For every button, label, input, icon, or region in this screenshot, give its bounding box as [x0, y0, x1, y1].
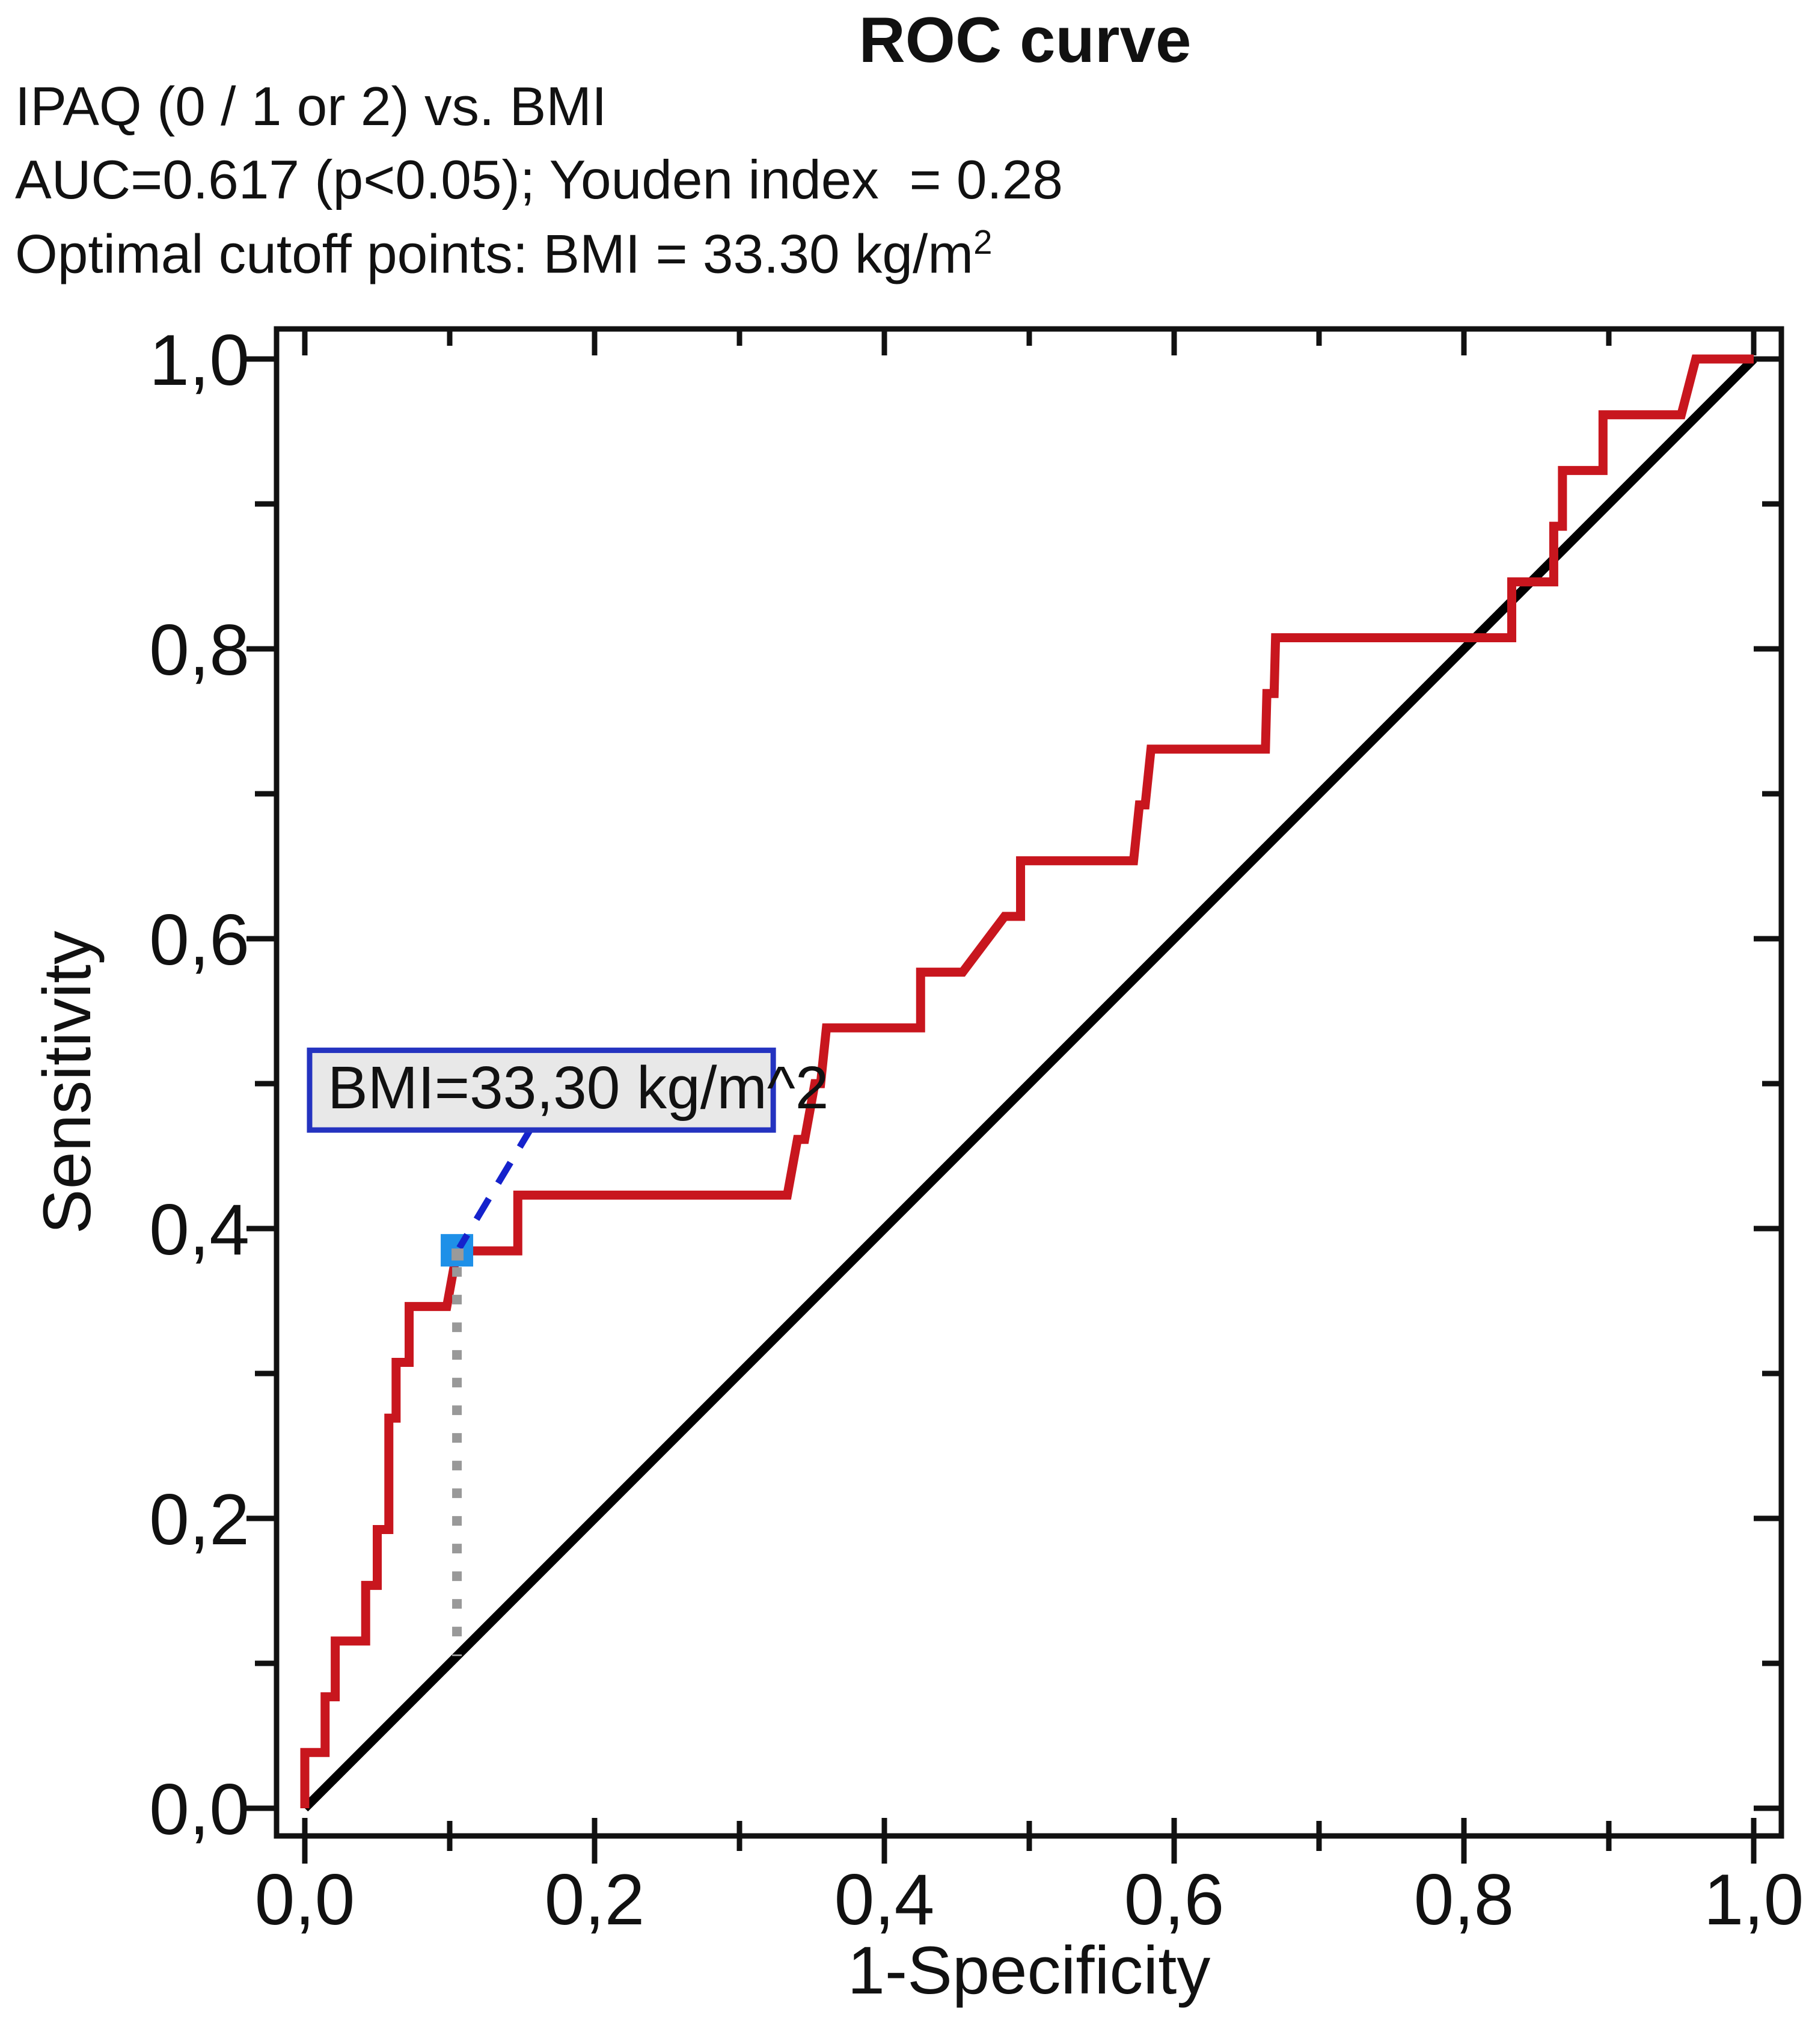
x-axis-tick-label: 0,4	[834, 1859, 935, 1940]
chart-title: ROC curve	[859, 4, 1192, 76]
cutoff-label-box	[307, 1048, 776, 1133]
y-axis-tick-label: 0,6	[149, 900, 249, 980]
x-axis-tick-label: 0,0	[255, 1859, 355, 1940]
x-axis-title: 1-Specificity	[848, 1933, 1211, 2008]
x-axis-tick-label: 1,0	[1704, 1859, 1803, 1940]
x-axis-tick-label: 0,6	[1124, 1859, 1225, 1940]
cutoff-label-text: BMI=33,30 kg/m^2	[328, 1054, 828, 1122]
cutoff-pointer-line	[456, 1125, 535, 1250]
subtitle-cutoff-text: Optimal cutoff points: BMI = 33.30 kg/m	[15, 224, 974, 285]
x-axis-tick-label: 0,8	[1414, 1859, 1514, 1940]
roc-curve-line	[300, 354, 1754, 1808]
subtitle-auc-youden: AUC=0.617 (p<0.05); Youden index = 0.28	[15, 150, 1063, 210]
y-axis-tick-label: 0,2	[149, 1479, 249, 1560]
subtitle-cutoff: Optimal cutoff points: BMI = 33.30 kg/m2	[15, 223, 992, 286]
y-axis-tick-label: 0,4	[149, 1189, 249, 1270]
subtitle-variables: IPAQ (0 / 1 or 2) vs. BMI	[15, 76, 607, 137]
optimal-point-marker-dot	[452, 1248, 464, 1261]
subtitle-cutoff-superscript: 2	[973, 223, 993, 261]
y-axis-tick-label: 0,8	[149, 610, 249, 690]
y-axis-tick-label: 1,0	[149, 320, 249, 401]
y-axis-tick-label: 0,0	[149, 1769, 249, 1850]
y-axis-title: Sensitivity	[29, 931, 105, 1234]
x-axis-tick-label: 0,2	[545, 1859, 645, 1940]
